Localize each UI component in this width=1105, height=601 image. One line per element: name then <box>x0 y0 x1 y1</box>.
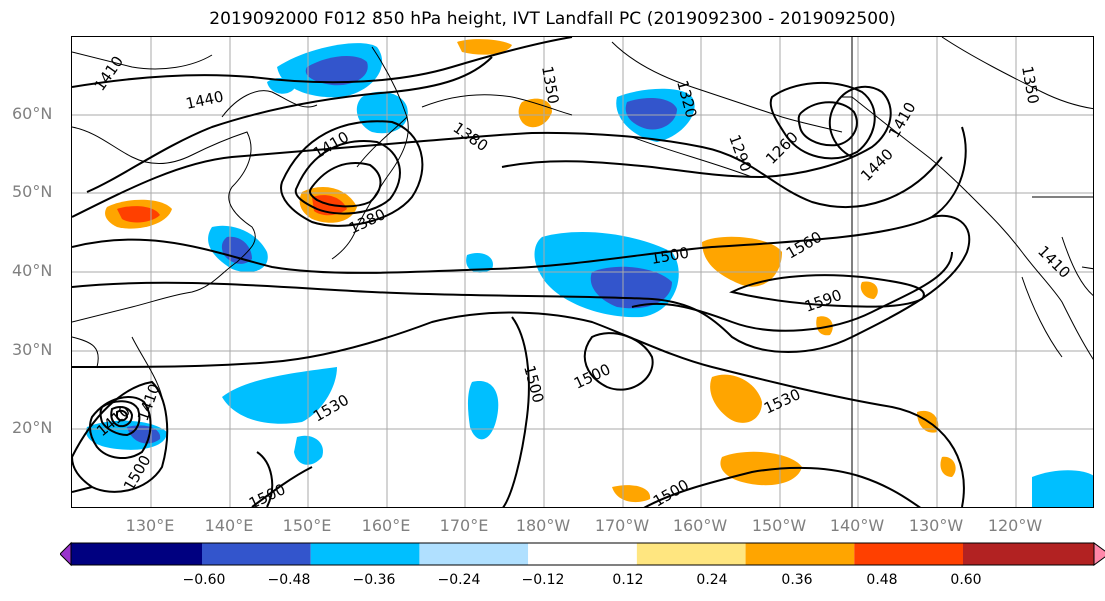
colorbar <box>60 541 1105 567</box>
colorbar-tick-label: −0.48 <box>267 572 311 588</box>
colorbar-tick-label: 0.36 <box>781 572 813 588</box>
colorbar-tick-label: −0.36 <box>352 572 396 588</box>
colorbar-tick-label: −0.60 <box>182 572 226 588</box>
contour-label: 1590 <box>802 286 844 316</box>
contour-label: 1290 <box>725 132 755 174</box>
colorbar-tick-label: 0.60 <box>950 572 982 588</box>
lat-label: 40°N <box>12 261 53 280</box>
lon-label: 140°W <box>829 516 885 535</box>
lon-label: 150°W <box>751 516 807 535</box>
contour-label: 1500 <box>246 480 288 508</box>
colorbar-tick-label: 0.12 <box>612 572 644 588</box>
colorbar-tick-label: −0.12 <box>521 572 565 588</box>
lon-label: 130°E <box>125 516 175 535</box>
colorbar-tick-label: 0.24 <box>696 572 728 588</box>
colorbar-swatch <box>419 543 529 565</box>
lon-label: 160°W <box>672 516 728 535</box>
contour-label: 1410 <box>91 53 128 95</box>
graticule <box>72 37 1093 507</box>
lon-label: 120°W <box>987 516 1043 535</box>
height-contours <box>72 37 971 507</box>
contour-label: 1350 <box>1018 65 1042 106</box>
map-canvas: 1410 1440 1410 1380 1350 1380 1320 1290 … <box>72 37 1093 508</box>
colorbar-max-arrow <box>1093 542 1105 566</box>
colorbar-swatch <box>636 543 746 565</box>
contour-label: 1410 <box>310 128 352 163</box>
map-panel: 1410 1440 1410 1380 1350 1380 1320 1290 … <box>71 36 1094 508</box>
lon-label: 150°E <box>282 516 332 535</box>
colorbar-swatch <box>71 543 202 565</box>
lat-label: 30°N <box>12 340 53 359</box>
contour-label: 1500 <box>520 363 547 405</box>
map-title: 2019092000 F012 850 hPa height, IVT Land… <box>209 9 896 29</box>
contour-label: 1410 <box>1034 242 1074 282</box>
contour-label: 1410 <box>134 381 164 423</box>
lat-label: 60°N <box>12 104 53 123</box>
lon-label: 180°W <box>515 516 571 535</box>
contour-label: 1440 <box>184 87 225 113</box>
colorbar-swatch <box>963 543 1094 565</box>
contour-label: 1260 <box>762 128 802 168</box>
colorbar-swatch <box>745 543 855 565</box>
lat-label: 20°N <box>12 418 53 437</box>
colorbar-swatch <box>310 543 420 565</box>
lon-label: 140°E <box>204 516 254 535</box>
lat-label: 50°N <box>12 182 53 201</box>
lon-label: 160°E <box>361 516 411 535</box>
contour-label: 1380 <box>450 119 492 156</box>
colorbar-swatch <box>202 543 311 565</box>
colorbar-swatch <box>854 543 963 565</box>
lon-label: 170°W <box>594 516 650 535</box>
ivt-shading <box>86 39 1093 507</box>
lon-label: 130°W <box>908 516 964 535</box>
contour-label: 1530 <box>761 385 803 417</box>
contour-label: 1350 <box>538 65 562 106</box>
contour-label: 1560 <box>783 228 825 263</box>
lon-label: 170°E <box>439 516 489 535</box>
colorbar-tick-label: −0.24 <box>437 572 481 588</box>
coastlines <box>72 37 1093 507</box>
colorbar-tick-label: 0.48 <box>866 572 898 588</box>
colorbar-min-arrow <box>60 541 72 567</box>
colorbar-swatch <box>528 543 637 565</box>
contour-label: 1500 <box>650 476 692 508</box>
